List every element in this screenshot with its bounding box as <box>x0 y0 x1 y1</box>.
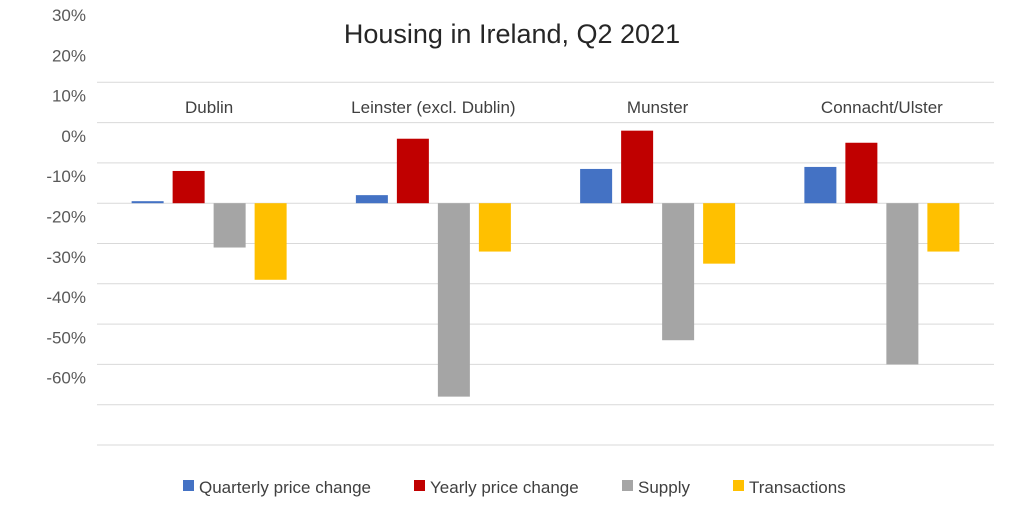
y-tick-label: 20% <box>52 46 86 65</box>
category-label: Munster <box>627 98 689 117</box>
bars <box>131 130 960 397</box>
bar <box>927 203 960 252</box>
y-tick-label: -50% <box>46 328 86 347</box>
y-tick-label: -20% <box>46 208 86 227</box>
category-labels: Dublin Leinster (excl. Dublin) Munster Conn… <box>185 98 943 117</box>
bar <box>662 203 695 341</box>
bar <box>804 166 837 204</box>
category-label: Connacht/Ulster <box>821 98 943 117</box>
y-tick-label: -40% <box>46 288 86 307</box>
bar <box>437 203 470 397</box>
y-tick-label: -30% <box>46 248 86 267</box>
grid-lines <box>97 81 994 446</box>
chart-title: Housing in Ireland, Q2 2021 <box>344 19 680 49</box>
y-tick-label: 10% <box>52 87 86 106</box>
legend-swatch <box>414 480 425 491</box>
bar <box>131 201 164 204</box>
y-tick-label: -60% <box>46 369 86 388</box>
bar <box>396 138 429 204</box>
legend-swatch <box>622 480 633 491</box>
bar <box>355 195 388 204</box>
legend: Quarterly price change Yearly price chang… <box>183 478 846 497</box>
bar <box>213 203 246 248</box>
legend-label: Yearly price change <box>430 478 579 497</box>
bar <box>886 203 919 365</box>
y-tick-label: 30% <box>52 6 86 25</box>
y-tick-label: -10% <box>46 167 86 186</box>
legend-label: Quarterly price change <box>199 478 371 497</box>
bar <box>621 130 654 204</box>
bar <box>254 203 287 280</box>
bar <box>580 168 613 204</box>
bar <box>172 170 205 204</box>
category-label: Dublin <box>185 98 233 117</box>
legend-swatch <box>183 480 194 491</box>
y-tick-label: 0% <box>61 127 86 146</box>
category-label: Leinster (excl. Dublin) <box>351 98 515 117</box>
bar <box>845 142 878 204</box>
bar <box>478 203 511 252</box>
legend-label: Supply <box>638 478 690 497</box>
legend-label: Transactions <box>749 478 846 497</box>
bar <box>703 203 736 264</box>
y-axis-tick-labels: 30% 20% 10% 0% -10% -20% -30% -40% -50% -60% <box>46 6 86 388</box>
legend-swatch <box>733 480 744 491</box>
